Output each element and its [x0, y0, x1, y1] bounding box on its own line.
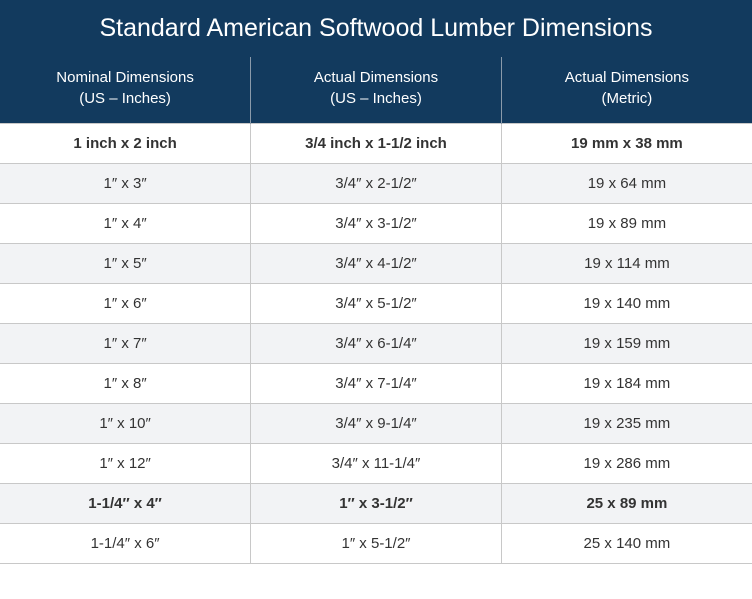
- table-row: 1″ x 5″3/4″ x 4-1/2″19 x 114 mm: [0, 244, 752, 284]
- col-header-line2: (US – Inches): [330, 90, 422, 107]
- col-header-actual-metric: Actual Dimensions (Metric): [501, 57, 752, 124]
- table-row: 1 inch x 2 inch3/4 inch x 1-1/2 inch19 m…: [0, 124, 752, 164]
- col-header-line2: (US – Inches): [79, 90, 171, 107]
- table-cell: 1″ x 10″: [0, 404, 251, 444]
- table-cell: 3/4″ x 3-1/2″: [251, 204, 502, 244]
- table-cell: 3/4″ x 7-1/4″: [251, 364, 502, 404]
- table-row: 1″ x 10″3/4″ x 9-1/4″19 x 235 mm: [0, 404, 752, 444]
- table-row: 1″ x 3″3/4″ x 2-1/2″19 x 64 mm: [0, 164, 752, 204]
- table-cell: 3/4″ x 9-1/4″: [251, 404, 502, 444]
- table-cell: 1-1/4″ x 6″: [0, 524, 251, 564]
- col-header-line2: (Metric): [601, 90, 652, 107]
- col-header-line1: Actual Dimensions: [314, 69, 438, 86]
- table-row: 1″ x 12″3/4″ x 11-1/4″19 x 286 mm: [0, 444, 752, 484]
- table-cell: 25 x 140 mm: [501, 524, 752, 564]
- table-cell: 19 x 159 mm: [501, 324, 752, 364]
- table-row: 1-1/4″ x 6″1″ x 5-1/2″25 x 140 mm: [0, 524, 752, 564]
- header-row: Nominal Dimensions (US – Inches) Actual …: [0, 57, 752, 124]
- col-header-line1: Nominal Dimensions: [56, 69, 194, 86]
- lumber-table: Nominal Dimensions (US – Inches) Actual …: [0, 57, 752, 564]
- table-cell: 1″ x 12″: [0, 444, 251, 484]
- table-cell: 19 x 114 mm: [501, 244, 752, 284]
- table-cell: 3/4″ x 2-1/2″: [251, 164, 502, 204]
- table-cell: 3/4″ x 4-1/2″: [251, 244, 502, 284]
- table-cell: 1 inch x 2 inch: [0, 124, 251, 164]
- table-row: 1″ x 7″3/4″ x 6-1/4″19 x 159 mm: [0, 324, 752, 364]
- table-row: 1″ x 8″3/4″ x 7-1/4″19 x 184 mm: [0, 364, 752, 404]
- col-header-line1: Actual Dimensions: [565, 69, 689, 86]
- table-cell: 1″ x 7″: [0, 324, 251, 364]
- table-title: Standard American Softwood Lumber Dimens…: [0, 0, 752, 57]
- table-cell: 19 x 184 mm: [501, 364, 752, 404]
- table-cell: 19 x 89 mm: [501, 204, 752, 244]
- table-cell: 3/4 inch x 1-1/2 inch: [251, 124, 502, 164]
- table-row: 1″ x 4″3/4″ x 3-1/2″19 x 89 mm: [0, 204, 752, 244]
- table-cell: 1″ x 8″: [0, 364, 251, 404]
- table-cell: 1″ x 3″: [0, 164, 251, 204]
- table-row: 1″ x 6″3/4″ x 5-1/2″19 x 140 mm: [0, 284, 752, 324]
- table-cell: 3/4″ x 6-1/4″: [251, 324, 502, 364]
- table-cell: 19 x 140 mm: [501, 284, 752, 324]
- col-header-nominal: Nominal Dimensions (US – Inches): [0, 57, 251, 124]
- table-cell: 1″ x 6″: [0, 284, 251, 324]
- table-cell: 25 x 89 mm: [501, 484, 752, 524]
- table-cell: 19 mm x 38 mm: [501, 124, 752, 164]
- table-cell: 19 x 286 mm: [501, 444, 752, 484]
- table-cell: 3/4″ x 11-1/4″: [251, 444, 502, 484]
- table-row: 1-1/4″ x 4″1″ x 3-1/2″25 x 89 mm: [0, 484, 752, 524]
- table-cell: 1″ x 3-1/2″: [251, 484, 502, 524]
- lumber-table-container: Standard American Softwood Lumber Dimens…: [0, 0, 752, 564]
- table-cell: 19 x 235 mm: [501, 404, 752, 444]
- table-cell: 1″ x 4″: [0, 204, 251, 244]
- table-cell: 19 x 64 mm: [501, 164, 752, 204]
- table-cell: 1″ x 5″: [0, 244, 251, 284]
- col-header-actual-us: Actual Dimensions (US – Inches): [251, 57, 502, 124]
- table-body: 1 inch x 2 inch3/4 inch x 1-1/2 inch19 m…: [0, 124, 752, 564]
- table-cell: 1-1/4″ x 4″: [0, 484, 251, 524]
- table-cell: 3/4″ x 5-1/2″: [251, 284, 502, 324]
- table-cell: 1″ x 5-1/2″: [251, 524, 502, 564]
